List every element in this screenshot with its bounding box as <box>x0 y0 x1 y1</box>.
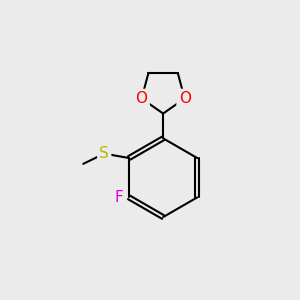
Text: O: O <box>136 91 148 106</box>
Text: F: F <box>114 190 123 205</box>
Text: S: S <box>99 146 109 161</box>
Text: O: O <box>178 91 190 106</box>
